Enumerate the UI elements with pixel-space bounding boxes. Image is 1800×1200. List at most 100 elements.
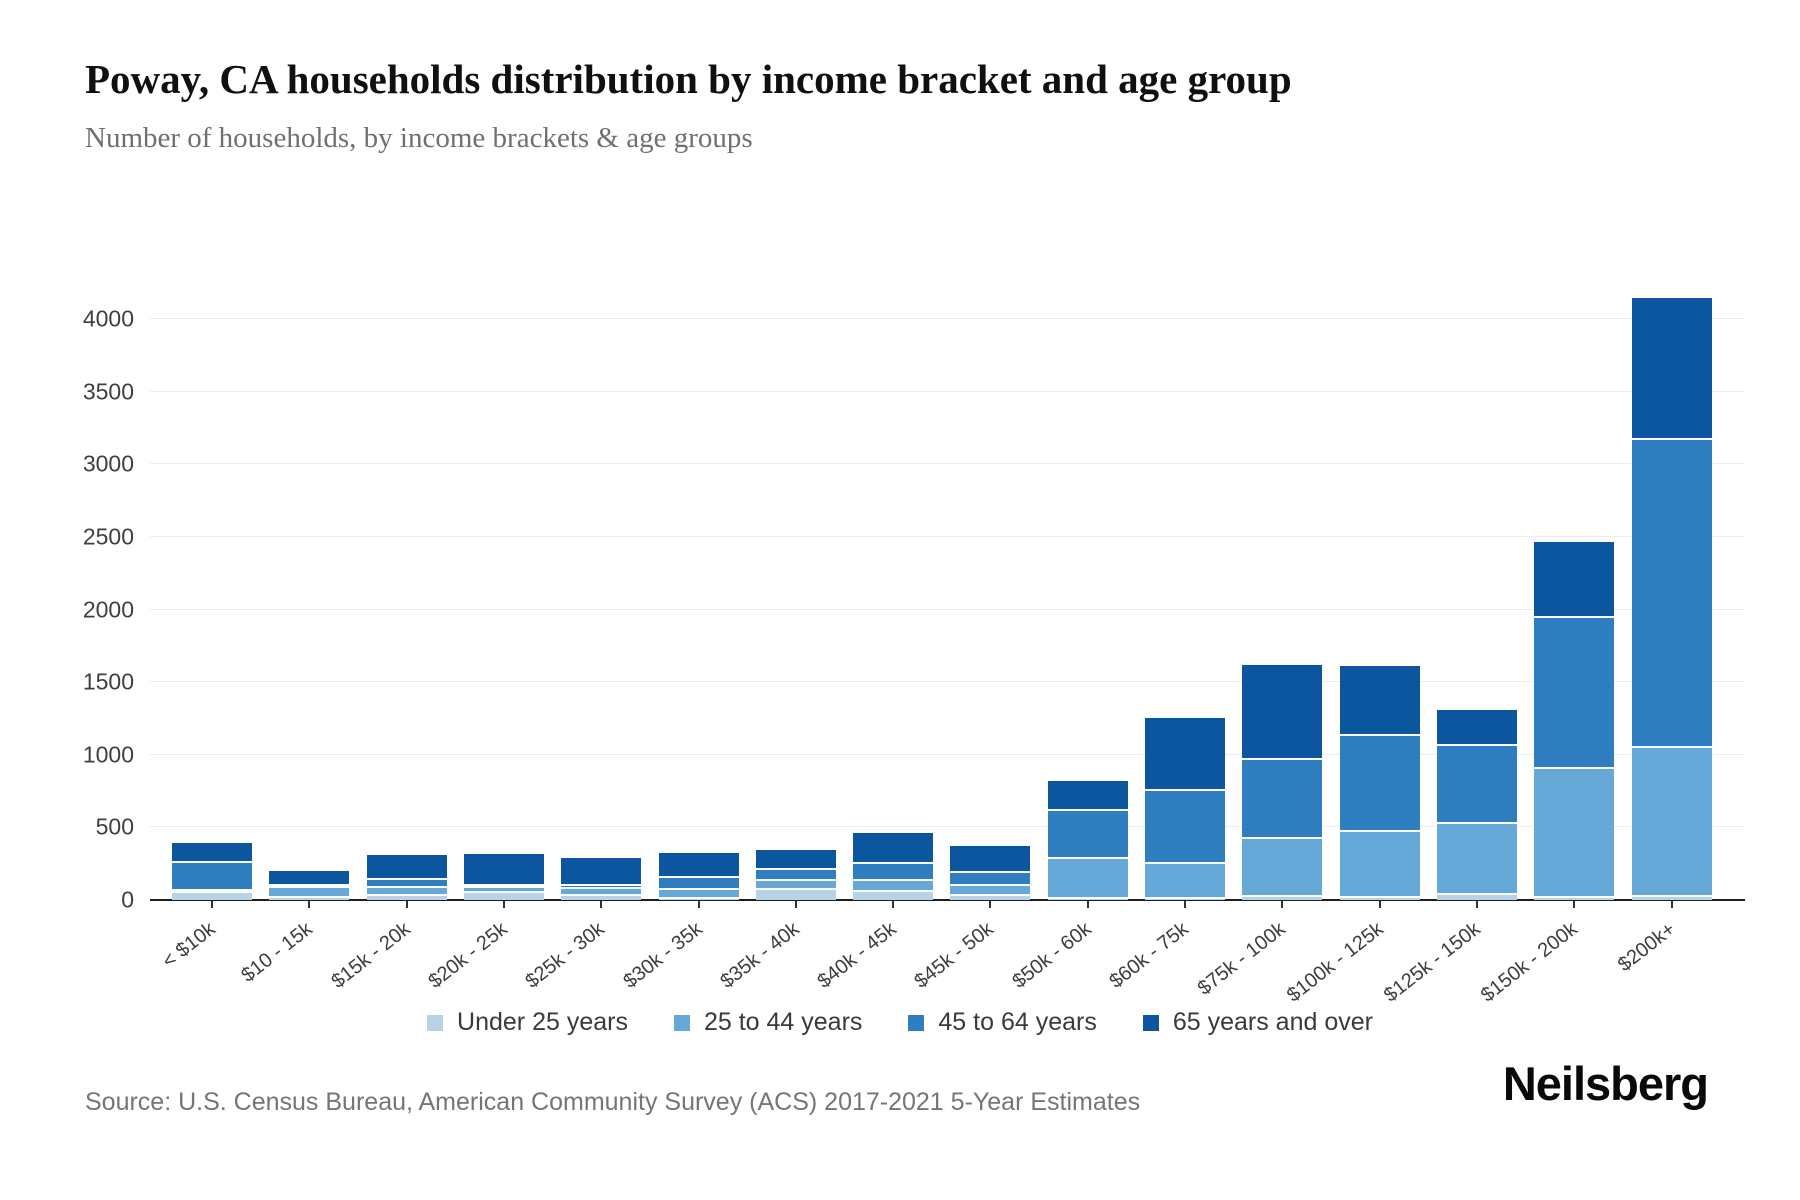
y-axis-tick-label: 3000 [82,450,134,477]
x-axis-tick [308,901,311,908]
bar-$100k - 125k [1339,666,1420,900]
gridline-y-2500 [150,535,1745,537]
bar-segment-$50k - 60k-65 years and over[interactable] [1047,780,1128,811]
page-title: Poway, CA households distribution by inc… [85,56,1292,102]
bar-segment-$75k - 100k-65 years and over[interactable] [1242,664,1323,760]
legend-item-65-and-over[interactable]: 65 years and over [1142,1008,1373,1037]
bar-segment-$20k - 25k-65 years and over[interactable] [463,853,544,886]
bar-segment-$25k - 30k-25 to 44 years[interactable] [561,889,642,897]
y-axis-tick-label: 4000 [82,305,134,332]
y-axis-tick-label: 3500 [82,378,134,405]
bar-segment-$150k - 200k-65 years and over[interactable] [1534,542,1615,619]
legend-item-45-to-64[interactable]: 45 to 64 years [908,1008,1097,1037]
bar-segment-$30k - 35k-Under 25 years[interactable] [658,898,739,900]
bar-segment-$50k - 60k-45 to 64 years[interactable] [1047,810,1128,859]
bar-segment-$25k - 30k-45 to 64 years[interactable] [561,886,642,890]
source-attribution: Source: U.S. Census Bureau, American Com… [85,1088,1141,1116]
x-axis-tick [1475,901,1478,908]
bar-segment-$15k - 20k-65 years and over[interactable] [366,855,447,881]
bar-segment-$125k - 150k-Under 25 years[interactable] [1436,894,1517,900]
bar-segment-$10 - 15k-45 to 64 years[interactable] [269,885,350,888]
bar-segment-$35k - 40k-45 to 64 years[interactable] [755,869,836,882]
bar-segment-$10 - 15k-25 to 44 years[interactable] [269,887,350,898]
bar-segment-$40k - 45k-25 to 44 years[interactable] [853,881,934,893]
y-axis-tick-label: 2500 [82,523,134,550]
bar-segment-$200k+-65 years and over[interactable] [1631,298,1712,440]
bar-segment-< $10k-25 to 44 years[interactable] [172,891,252,894]
gridline-y-500 [150,826,1745,828]
gridline-y-1000 [150,753,1745,755]
legend-swatch-45-to-64 [908,1014,925,1031]
bar-segment-$15k - 20k-45 to 64 years[interactable] [366,880,447,889]
bar-segment-$45k - 50k-25 to 44 years[interactable] [950,885,1031,896]
bar-segment-$60k - 75k-25 to 44 years[interactable] [1145,864,1225,899]
legend-swatch-25-to-44 [673,1014,690,1031]
bar-$75k - 100k [1242,664,1323,900]
bar-segment-$200k+-25 to 44 years[interactable] [1631,747,1712,898]
gridline-y-2000 [150,608,1745,610]
bar-$10 - 15k [269,870,350,900]
bar-segment-$20k - 25k-45 to 64 years[interactable] [463,885,544,888]
gridline-y-3000 [150,463,1745,465]
x-axis-tick [1086,901,1089,908]
bar-segment-$35k - 40k-25 to 44 years[interactable] [755,881,836,890]
bar-segment-$125k - 150k-25 to 44 years[interactable] [1436,824,1517,895]
page-subtitle: Number of households, by income brackets… [85,122,753,154]
bar-$150k - 200k [1534,542,1615,900]
bar-segment-$40k - 45k-65 years and over[interactable] [853,833,934,864]
bar-segment-$75k - 100k-45 to 64 years[interactable] [1242,759,1323,840]
bar-segment-$35k - 40k-65 years and over[interactable] [755,849,836,870]
bar-segment-$10 - 15k-Under 25 years[interactable] [269,897,350,900]
bar-segment-$75k - 100k-Under 25 years[interactable] [1242,897,1323,900]
bar-segment-$50k - 60k-25 to 44 years[interactable] [1047,858,1128,899]
legend-item-under-25[interactable]: Under 25 years [427,1008,628,1037]
bar-segment-$35k - 40k-Under 25 years[interactable] [755,889,836,900]
legend: Under 25 years 25 to 44 years 45 to 64 y… [0,1008,1800,1037]
bar-segment-$25k - 30k-65 years and over[interactable] [561,857,642,887]
bar-segment-$125k - 150k-65 years and over[interactable] [1436,710,1517,747]
bar-segment-$45k - 50k-65 years and over[interactable] [950,846,1031,874]
bar-segment-< $10k-45 to 64 years[interactable] [172,862,252,892]
bar-segment-$60k - 75k-65 years and over[interactable] [1145,717,1225,792]
bar-segment-$10 - 15k-65 years and over[interactable] [269,870,350,886]
legend-item-25-to-44[interactable]: 25 to 44 years [673,1008,862,1037]
bar-segment-$15k - 20k-Under 25 years[interactable] [366,895,447,900]
bar-segment-$150k - 200k-Under 25 years[interactable] [1534,897,1615,900]
bar-segment-$100k - 125k-25 to 44 years[interactable] [1339,832,1420,898]
bar-segment-$30k - 35k-65 years and over[interactable] [658,852,739,878]
bar-segment-$20k - 25k-25 to 44 years[interactable] [463,887,544,893]
bar-segment-$150k - 200k-25 to 44 years[interactable] [1534,769,1615,898]
bar-$200k+ [1631,298,1712,900]
bar-segment-$25k - 30k-Under 25 years[interactable] [561,896,642,900]
bar-segment-$45k - 50k-45 to 64 years[interactable] [950,873,1031,886]
bar-segment-$200k+-45 to 64 years[interactable] [1631,439,1712,748]
bar-segment-$40k - 45k-Under 25 years[interactable] [853,892,934,900]
bar-segment-$75k - 100k-25 to 44 years[interactable] [1242,839,1323,898]
bar-segment-$100k - 125k-45 to 64 years[interactable] [1339,735,1420,833]
y-axis-tick-label: 1000 [82,741,134,768]
x-axis-tick [892,901,895,908]
bar-segment-$40k - 45k-45 to 64 years[interactable] [853,863,934,882]
bar-$30k - 35k [658,852,739,900]
bar-segment-$30k - 35k-25 to 44 years[interactable] [658,889,739,899]
bar-$20k - 25k [463,853,544,900]
x-axis-tick [1670,901,1673,908]
bar-segment-$100k - 125k-65 years and over[interactable] [1339,666,1420,736]
bar-segment-$50k - 60k-Under 25 years[interactable] [1047,898,1128,900]
bar-segment-< $10k-65 years and over[interactable] [172,843,252,863]
bar-segment-$45k - 50k-Under 25 years[interactable] [950,895,1031,900]
bar-segment-$20k - 25k-Under 25 years[interactable] [463,892,544,900]
bar-segment-$30k - 35k-45 to 64 years[interactable] [658,877,739,890]
bar-segment-$125k - 150k-45 to 64 years[interactable] [1436,746,1517,825]
bar-$40k - 45k [853,833,934,900]
bar-segment-$100k - 125k-Under 25 years[interactable] [1339,897,1420,900]
bar-segment-$60k - 75k-45 to 64 years[interactable] [1145,791,1225,865]
x-axis-tick [502,901,505,908]
bar-segment-$200k+-Under 25 years[interactable] [1631,897,1712,900]
bar-segment-< $10k-Under 25 years[interactable] [172,893,252,900]
bar-segment-$150k - 200k-45 to 64 years[interactable] [1534,618,1615,770]
bar-segment-$60k - 75k-Under 25 years[interactable] [1145,898,1225,900]
y-axis-tick-label: 0 [121,886,134,913]
bar-segment-$15k - 20k-25 to 44 years[interactable] [366,888,447,896]
